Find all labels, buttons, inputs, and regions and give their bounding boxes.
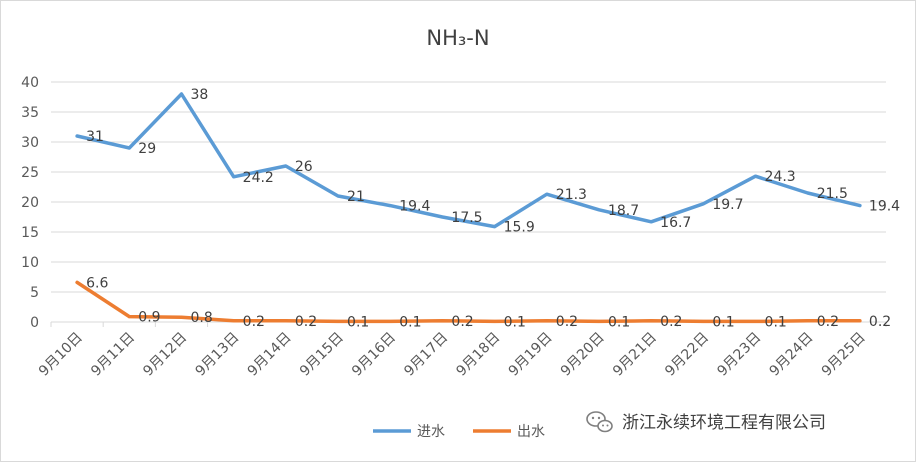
wechat-icon (586, 411, 613, 433)
y-tick-label: 35 (21, 105, 39, 121)
y-tick-label: 10 (21, 255, 39, 271)
y-tick-label: 30 (21, 135, 39, 151)
data-label: 0.2 (295, 314, 317, 330)
x-tick-label: 9月10日 (36, 330, 86, 380)
x-tick-label: 9月11日 (88, 330, 138, 380)
x-tick-label: 9月19日 (506, 330, 556, 380)
data-label: 0.2 (660, 314, 682, 330)
x-tick-label: 9月22日 (662, 330, 712, 380)
data-label: 19.7 (712, 197, 743, 213)
x-tick-label: 9月20日 (558, 330, 608, 380)
x-axis: 9月10日 9月11日 9月12日 9月13日 9月14日 9月15日 9月16日 9月17日… (36, 321, 887, 380)
legend-label: 出水 (517, 424, 545, 440)
series-line-inflow (75, 92, 862, 229)
data-label: 0.1 (504, 314, 526, 330)
data-label: 0.2 (869, 314, 891, 330)
data-label: 38 (190, 87, 208, 103)
data-label: 15.9 (504, 220, 535, 236)
data-label: 21.5 (817, 186, 848, 202)
data-label: 0.2 (243, 314, 265, 330)
data-label: 21 (347, 189, 365, 205)
data-label: 0.8 (190, 310, 212, 326)
gridlines (51, 81, 886, 323)
data-label: 0.1 (347, 314, 369, 330)
data-labels: 31 29 38 24.2 26 21 19.4 17.5 15.9 21.3 18.7 16.7 19… (86, 87, 900, 330)
y-tick-label: 15 (21, 225, 39, 241)
y-axis-ticks: 0 5 10 15 20 25 30 35 40 (21, 75, 39, 331)
data-label: 24.3 (765, 169, 796, 185)
legend-label: 进水 (417, 424, 445, 440)
data-label: 0.2 (451, 314, 473, 330)
data-label: 0.1 (608, 314, 630, 330)
x-tick-label: 9月25日 (819, 330, 869, 380)
x-tick-label: 9月15日 (297, 330, 347, 380)
data-label: 18.7 (608, 203, 639, 219)
y-tick-label: 40 (21, 75, 39, 91)
data-label: 0.9 (138, 310, 160, 326)
data-label: 26 (295, 159, 313, 175)
data-label: 0.2 (817, 314, 839, 330)
x-tick-label: 9月14日 (245, 330, 295, 380)
series-line-outflow (75, 280, 862, 324)
x-tick-label: 9月13日 (192, 330, 242, 380)
data-label: 16.7 (660, 215, 691, 231)
x-tick-label: 9月16日 (349, 330, 399, 380)
x-tick-label: 9月12日 (140, 330, 190, 380)
data-label: 0.1 (399, 314, 421, 330)
x-tick-label: 9月21日 (610, 330, 660, 380)
data-label: 21.3 (556, 187, 587, 203)
x-tick-label: 9月24日 (767, 330, 817, 380)
data-label: 29 (138, 141, 156, 157)
data-label: 24.2 (243, 170, 274, 186)
data-label: 6.6 (86, 275, 108, 291)
data-label: 0.1 (765, 314, 787, 330)
data-label: 17.5 (451, 210, 482, 226)
watermark: 浙江永续环境工程有限公司 (586, 411, 826, 433)
data-label: 31 (86, 129, 104, 145)
data-label: 19.4 (869, 199, 900, 215)
y-tick-label: 20 (21, 195, 39, 211)
data-label: 0.1 (712, 314, 734, 330)
chart-title: NH₃-N (426, 26, 489, 50)
watermark-text: 浙江永续环境工程有限公司 (622, 413, 826, 433)
data-label: 19.4 (399, 199, 430, 215)
x-tick-label: 9月17日 (401, 330, 451, 380)
legend: 进水 出水 (373, 424, 545, 440)
x-tick-label: 9月18日 (453, 330, 503, 380)
y-tick-label: 5 (30, 285, 39, 301)
y-tick-label: 0 (30, 315, 39, 331)
series-lines (75, 92, 862, 324)
x-tick-label: 9月23日 (714, 330, 764, 380)
data-label: 0.2 (556, 314, 578, 330)
y-tick-label: 25 (21, 165, 39, 181)
